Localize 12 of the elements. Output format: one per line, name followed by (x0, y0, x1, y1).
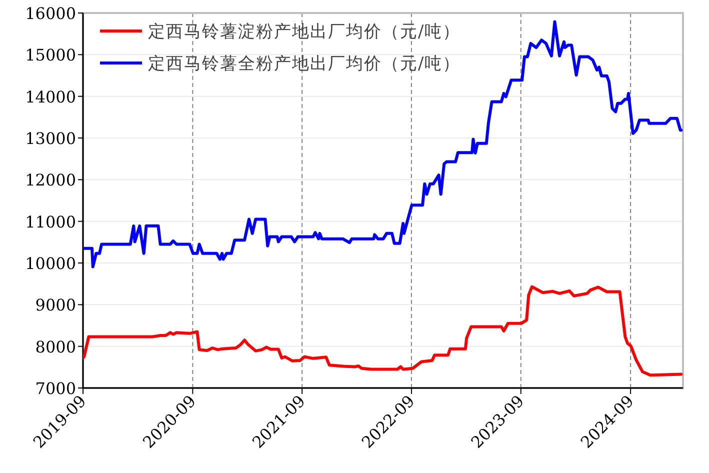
y-tick-label: 14000 (25, 87, 76, 106)
legend-label: 定西马铃薯淀粉产地出厂均价（元/吨） (148, 22, 461, 42)
y-tick-label: 7000 (35, 379, 76, 398)
y-tick-label: 16000 (25, 4, 76, 23)
y-tick-label: 15000 (25, 46, 76, 65)
legend-label: 定西马铃薯全粉产地出厂均价（元/吨） (148, 54, 461, 74)
y-tick-label: 12000 (25, 170, 76, 190)
y-tick-label: 10000 (25, 254, 76, 273)
y-tick-label: 13000 (25, 129, 76, 148)
y-tick-label: 9000 (35, 296, 76, 315)
y-tick-label: 8000 (35, 337, 76, 356)
y-tick-label: 11000 (25, 212, 76, 232)
